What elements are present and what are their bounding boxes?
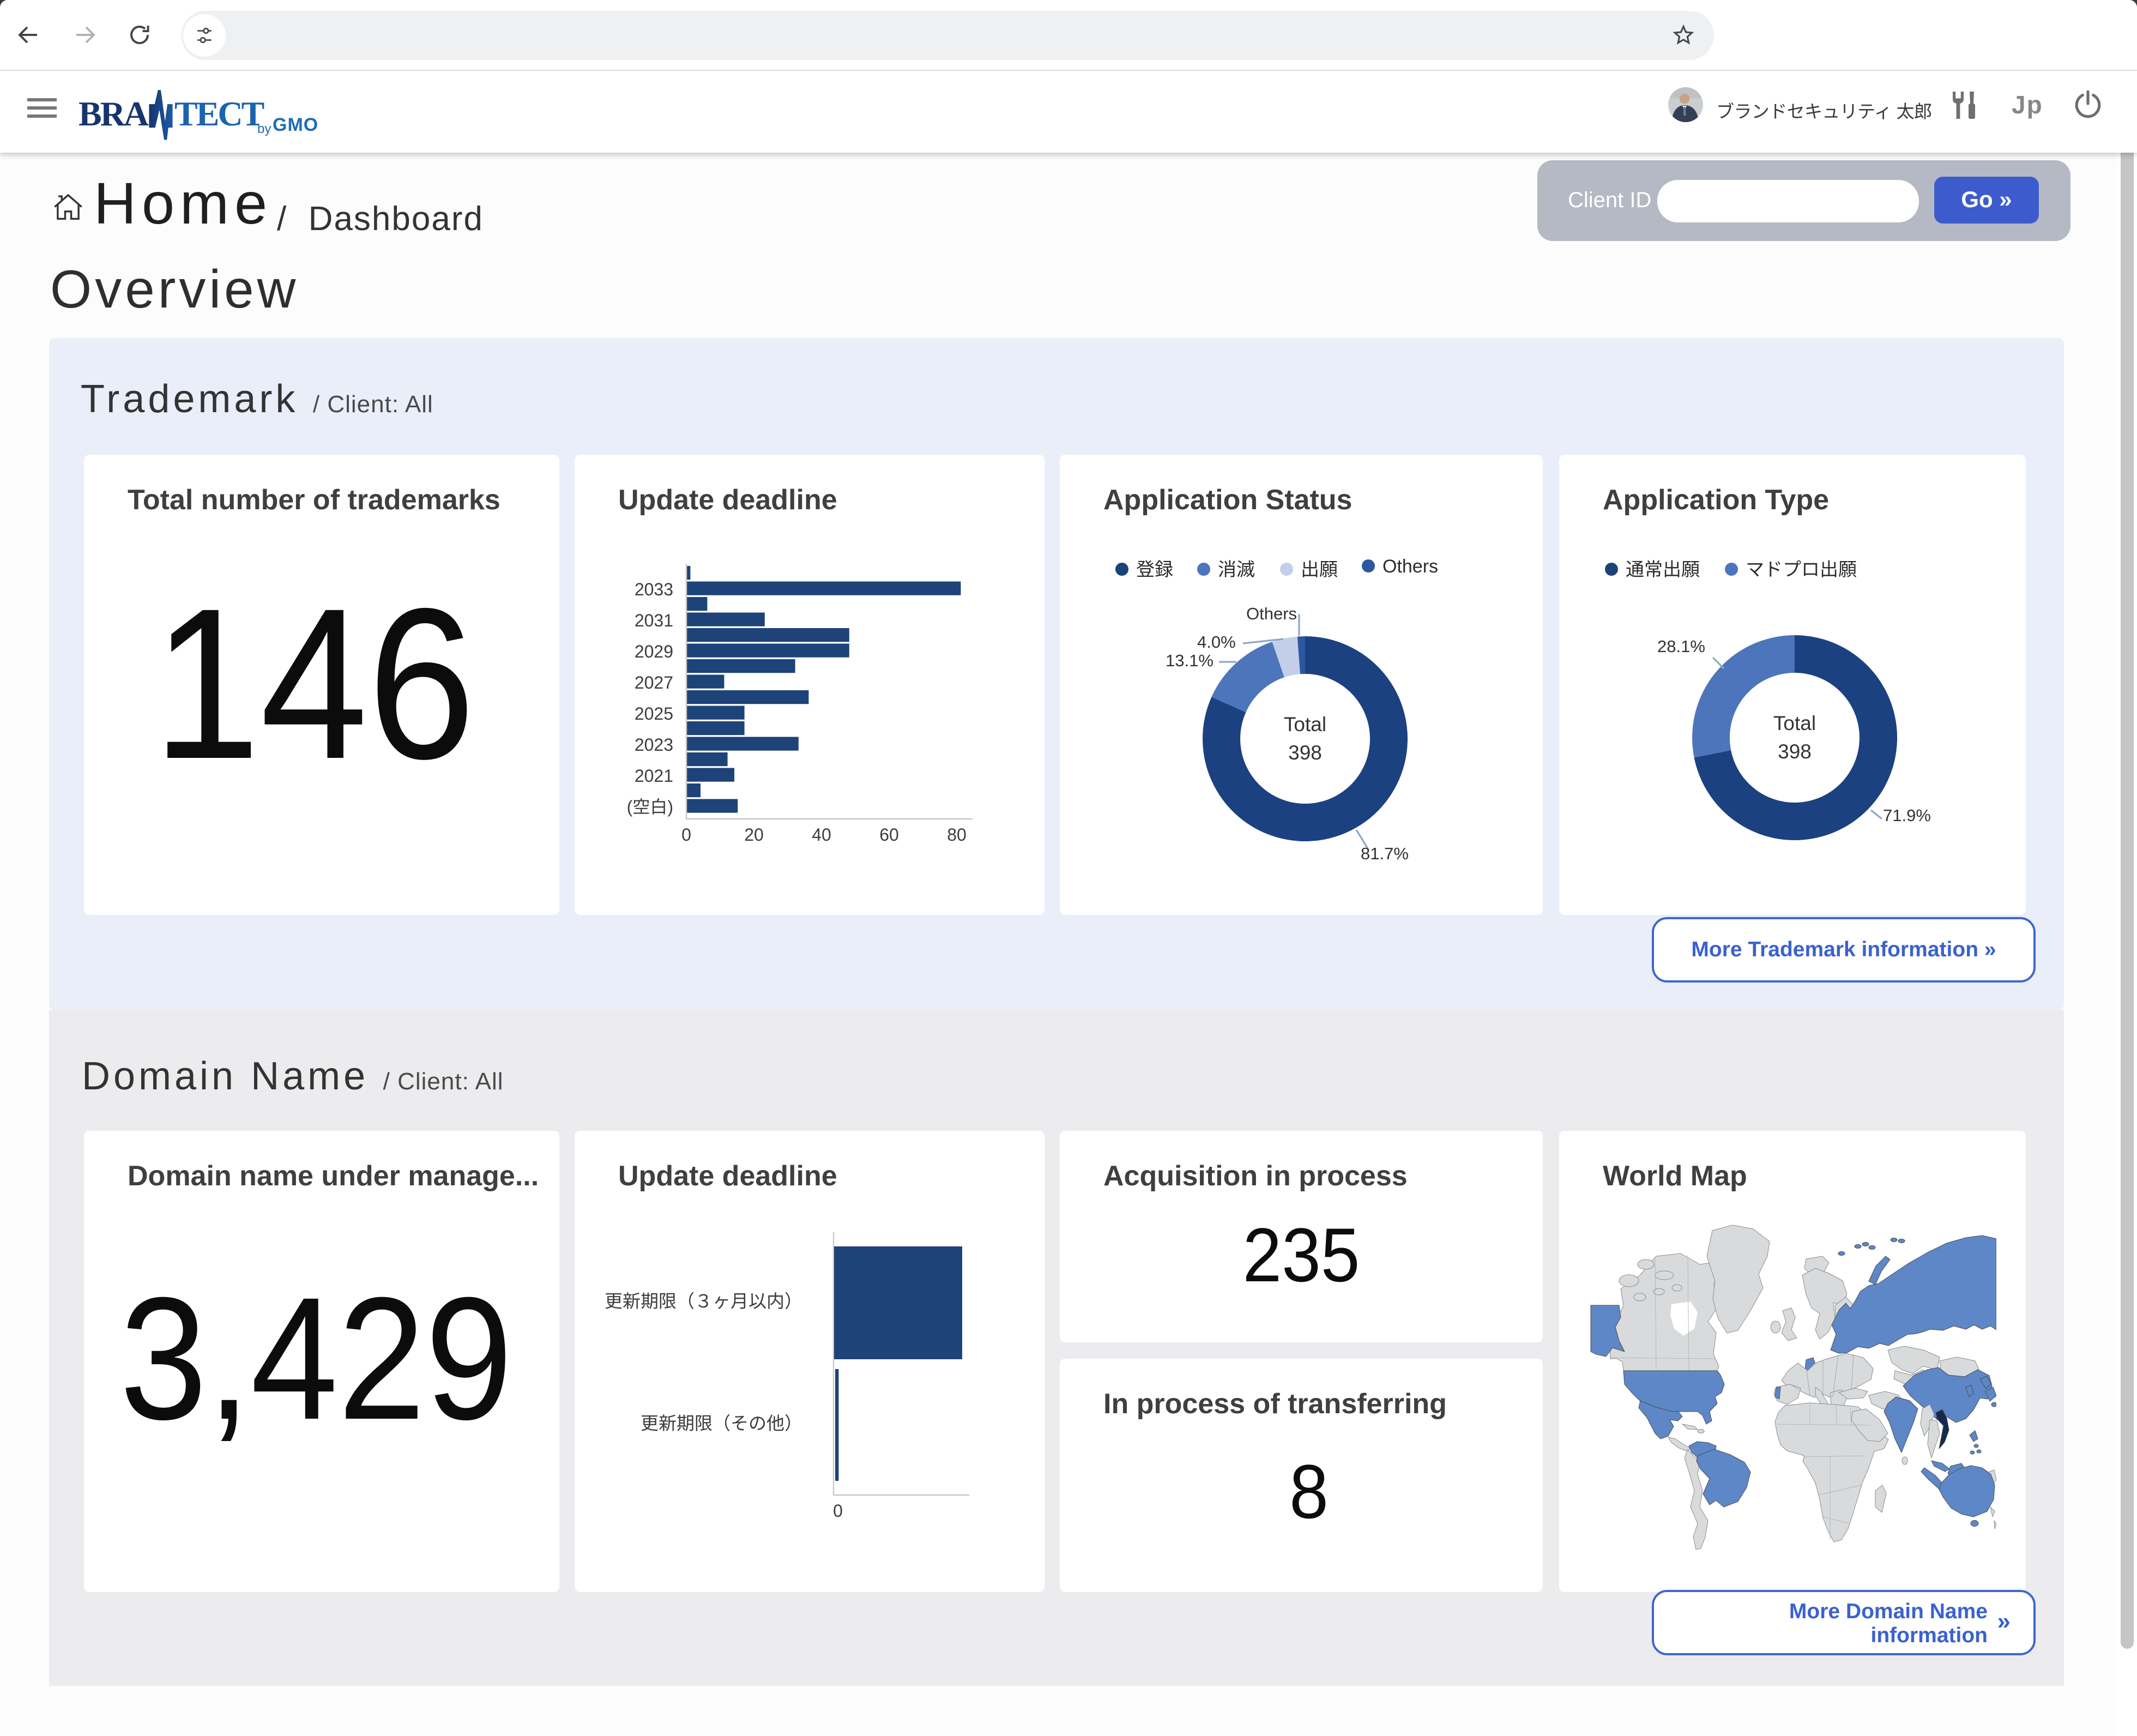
svg-text:398: 398 [1778,740,1812,763]
svg-text:60: 60 [879,825,899,845]
svg-text:更新期限（その他）: 更新期限（その他） [641,1413,802,1433]
svg-text:2027: 2027 [635,673,673,692]
svg-text:2033: 2033 [635,580,673,599]
svg-text:398: 398 [1288,742,1322,764]
svg-text:Total: Total [1773,712,1816,734]
svg-text:2025: 2025 [635,704,673,724]
svg-text:(空白): (空白) [627,797,673,817]
svg-text:Total: Total [1284,713,1326,736]
svg-text:0: 0 [681,825,691,845]
svg-text:0: 0 [833,1501,843,1521]
svg-text:更新期限（３ヶ月以内）: 更新期限（３ヶ月以内） [605,1291,802,1311]
svg-text:2029: 2029 [635,642,673,661]
svg-text:2031: 2031 [635,611,673,630]
svg-text:2023: 2023 [635,735,673,755]
svg-text:20: 20 [744,825,764,845]
svg-text:2021: 2021 [635,766,673,786]
svg-text:80: 80 [947,825,967,845]
svg-text:40: 40 [812,825,831,845]
